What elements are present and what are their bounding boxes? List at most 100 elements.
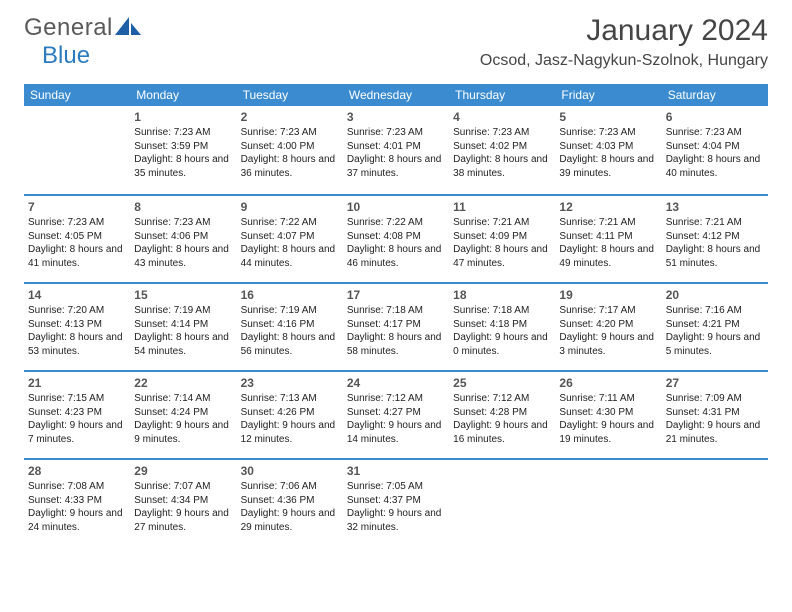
day-number: 16 xyxy=(241,287,339,303)
daylight-text: Daylight: 8 hours and 41 minutes. xyxy=(28,243,126,270)
weeks-container: 1Sunrise: 7:23 AMSunset: 3:59 PMDaylight… xyxy=(24,106,768,546)
sunrise-text: Sunrise: 7:11 AM xyxy=(559,392,657,406)
daylight-text: Daylight: 8 hours and 37 minutes. xyxy=(347,153,445,180)
sunrise-text: Sunrise: 7:14 AM xyxy=(134,392,232,406)
day-cell xyxy=(24,106,130,194)
weekday-fri: Friday xyxy=(555,84,661,106)
day-number: 29 xyxy=(134,463,232,479)
daylight-text: Daylight: 9 hours and 32 minutes. xyxy=(347,507,445,534)
sunrise-text: Sunrise: 7:12 AM xyxy=(347,392,445,406)
sunset-text: Sunset: 4:36 PM xyxy=(241,494,339,508)
day-cell: 7Sunrise: 7:23 AMSunset: 4:05 PMDaylight… xyxy=(24,196,130,282)
daylight-text: Daylight: 8 hours and 49 minutes. xyxy=(559,243,657,270)
day-number: 14 xyxy=(28,287,126,303)
daylight-text: Daylight: 9 hours and 3 minutes. xyxy=(559,331,657,358)
day-number: 20 xyxy=(666,287,764,303)
daylight-text: Daylight: 8 hours and 38 minutes. xyxy=(453,153,551,180)
day-cell: 10Sunrise: 7:22 AMSunset: 4:08 PMDayligh… xyxy=(343,196,449,282)
day-cell: 18Sunrise: 7:18 AMSunset: 4:18 PMDayligh… xyxy=(449,284,555,370)
day-number: 9 xyxy=(241,199,339,215)
day-cell: 31Sunrise: 7:05 AMSunset: 4:37 PMDayligh… xyxy=(343,460,449,546)
day-number: 13 xyxy=(666,199,764,215)
week-row: 28Sunrise: 7:08 AMSunset: 4:33 PMDayligh… xyxy=(24,458,768,546)
sunrise-text: Sunrise: 7:05 AM xyxy=(347,480,445,494)
sail-icon xyxy=(115,15,141,42)
sunset-text: Sunset: 4:03 PM xyxy=(559,140,657,154)
day-cell: 5Sunrise: 7:23 AMSunset: 4:03 PMDaylight… xyxy=(555,106,661,194)
daylight-text: Daylight: 8 hours and 56 minutes. xyxy=(241,331,339,358)
day-number: 18 xyxy=(453,287,551,303)
weekday-header: Sunday Monday Tuesday Wednesday Thursday… xyxy=(24,84,768,106)
daylight-text: Daylight: 8 hours and 40 minutes. xyxy=(666,153,764,180)
sunset-text: Sunset: 4:28 PM xyxy=(453,406,551,420)
sunrise-text: Sunrise: 7:21 AM xyxy=(559,216,657,230)
sunset-text: Sunset: 4:16 PM xyxy=(241,318,339,332)
sunrise-text: Sunrise: 7:13 AM xyxy=(241,392,339,406)
day-cell: 4Sunrise: 7:23 AMSunset: 4:02 PMDaylight… xyxy=(449,106,555,194)
day-cell: 23Sunrise: 7:13 AMSunset: 4:26 PMDayligh… xyxy=(237,372,343,458)
day-number: 22 xyxy=(134,375,232,391)
sunrise-text: Sunrise: 7:23 AM xyxy=(134,126,232,140)
sunset-text: Sunset: 4:06 PM xyxy=(134,230,232,244)
day-number: 19 xyxy=(559,287,657,303)
day-cell xyxy=(662,460,768,546)
brand-name-2: Blue xyxy=(42,42,90,69)
day-number: 30 xyxy=(241,463,339,479)
sunset-text: Sunset: 4:02 PM xyxy=(453,140,551,154)
day-number: 2 xyxy=(241,109,339,125)
header: General January 2024 Ocsod, Jasz-Nagykun… xyxy=(0,0,792,76)
brand-name-1: General xyxy=(24,14,113,42)
sunset-text: Sunset: 4:20 PM xyxy=(559,318,657,332)
day-number: 26 xyxy=(559,375,657,391)
daylight-text: Daylight: 9 hours and 24 minutes. xyxy=(28,507,126,534)
sunrise-text: Sunrise: 7:06 AM xyxy=(241,480,339,494)
day-cell: 16Sunrise: 7:19 AMSunset: 4:16 PMDayligh… xyxy=(237,284,343,370)
day-cell: 9Sunrise: 7:22 AMSunset: 4:07 PMDaylight… xyxy=(237,196,343,282)
daylight-text: Daylight: 8 hours and 35 minutes. xyxy=(134,153,232,180)
week-row: 14Sunrise: 7:20 AMSunset: 4:13 PMDayligh… xyxy=(24,282,768,370)
sunset-text: Sunset: 4:12 PM xyxy=(666,230,764,244)
daylight-text: Daylight: 8 hours and 39 minutes. xyxy=(559,153,657,180)
sunrise-text: Sunrise: 7:22 AM xyxy=(347,216,445,230)
sunrise-text: Sunrise: 7:21 AM xyxy=(453,216,551,230)
day-cell xyxy=(449,460,555,546)
day-cell: 29Sunrise: 7:07 AMSunset: 4:34 PMDayligh… xyxy=(130,460,236,546)
daylight-text: Daylight: 8 hours and 43 minutes. xyxy=(134,243,232,270)
sunset-text: Sunset: 4:31 PM xyxy=(666,406,764,420)
sunrise-text: Sunrise: 7:18 AM xyxy=(453,304,551,318)
sunrise-text: Sunrise: 7:23 AM xyxy=(28,216,126,230)
sunrise-text: Sunrise: 7:23 AM xyxy=(559,126,657,140)
daylight-text: Daylight: 9 hours and 7 minutes. xyxy=(28,419,126,446)
day-cell: 8Sunrise: 7:23 AMSunset: 4:06 PMDaylight… xyxy=(130,196,236,282)
sunset-text: Sunset: 4:33 PM xyxy=(28,494,126,508)
daylight-text: Daylight: 9 hours and 12 minutes. xyxy=(241,419,339,446)
weekday-mon: Monday xyxy=(130,84,236,106)
day-cell: 27Sunrise: 7:09 AMSunset: 4:31 PMDayligh… xyxy=(662,372,768,458)
day-cell: 15Sunrise: 7:19 AMSunset: 4:14 PMDayligh… xyxy=(130,284,236,370)
day-number: 5 xyxy=(559,109,657,125)
day-number: 21 xyxy=(28,375,126,391)
sunrise-text: Sunrise: 7:23 AM xyxy=(453,126,551,140)
day-number: 31 xyxy=(347,463,445,479)
daylight-text: Daylight: 8 hours and 53 minutes. xyxy=(28,331,126,358)
day-number: 28 xyxy=(28,463,126,479)
sunrise-text: Sunrise: 7:23 AM xyxy=(134,216,232,230)
sunset-text: Sunset: 4:11 PM xyxy=(559,230,657,244)
day-cell: 30Sunrise: 7:06 AMSunset: 4:36 PMDayligh… xyxy=(237,460,343,546)
day-cell: 17Sunrise: 7:18 AMSunset: 4:17 PMDayligh… xyxy=(343,284,449,370)
daylight-text: Daylight: 8 hours and 46 minutes. xyxy=(347,243,445,270)
day-cell: 26Sunrise: 7:11 AMSunset: 4:30 PMDayligh… xyxy=(555,372,661,458)
weekday-sat: Saturday xyxy=(662,84,768,106)
day-cell: 28Sunrise: 7:08 AMSunset: 4:33 PMDayligh… xyxy=(24,460,130,546)
daylight-text: Daylight: 9 hours and 9 minutes. xyxy=(134,419,232,446)
day-number: 7 xyxy=(28,199,126,215)
sunset-text: Sunset: 4:09 PM xyxy=(453,230,551,244)
day-number: 25 xyxy=(453,375,551,391)
weekday-tue: Tuesday xyxy=(237,84,343,106)
sunset-text: Sunset: 4:18 PM xyxy=(453,318,551,332)
daylight-text: Daylight: 8 hours and 51 minutes. xyxy=(666,243,764,270)
sunrise-text: Sunrise: 7:23 AM xyxy=(241,126,339,140)
sunset-text: Sunset: 3:59 PM xyxy=(134,140,232,154)
day-number: 4 xyxy=(453,109,551,125)
sunset-text: Sunset: 4:05 PM xyxy=(28,230,126,244)
